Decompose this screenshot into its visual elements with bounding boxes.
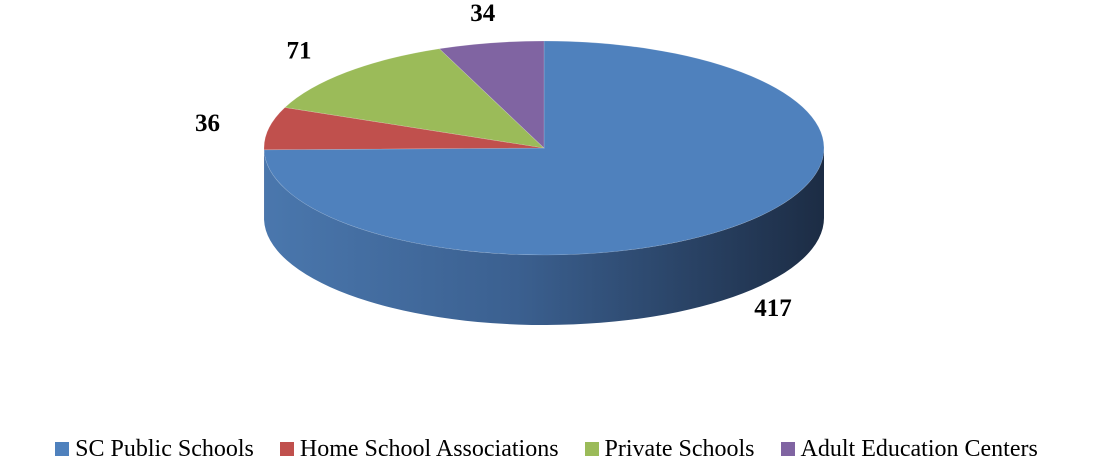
data-label-sc-public-schools: 417 [754, 295, 792, 322]
data-label-home-school-associations: 36 [195, 110, 220, 137]
legend-swatch-adult-education-centers [780, 442, 795, 456]
data-label-private-schools: 71 [286, 37, 311, 64]
legend-label-adult-education-centers: Adult Education Centers [800, 436, 1038, 462]
legend-item-home-school-associations: Home School Associations [279, 436, 559, 462]
pie-slice-adult-education-centers [438, 40, 545, 149]
pie-side-sc-public-schools [264, 148, 825, 326]
pie-slice-private-schools [284, 48, 545, 149]
data-label-adult-education-centers: 34 [470, 0, 496, 27]
pie-slice-home-school-associations [263, 107, 545, 151]
legend-item-sc-public-schools: SC Public Schools [55, 437, 254, 461]
legend-label-home-school-associations: Home School Associations [299, 436, 559, 462]
pie-chart-plot: 417 36 71 34 [195, 0, 825, 326]
legend-swatch-private-schools [584, 442, 599, 456]
pie-slice-sc-public-schools [263, 40, 825, 256]
legend-item-adult-education-centers: Adult Education Centers [780, 436, 1038, 462]
legend-swatch-sc-public-schools [55, 442, 70, 456]
legend: SC Public Schools Home School Associatio… [0, 437, 1093, 461]
legend-label-private-schools: Private Schools [604, 436, 755, 462]
legend-label-sc-public-schools: SC Public Schools [75, 436, 254, 462]
legend-item-private-schools: Private Schools [584, 436, 755, 462]
legend-swatch-home-school-associations [279, 442, 294, 456]
